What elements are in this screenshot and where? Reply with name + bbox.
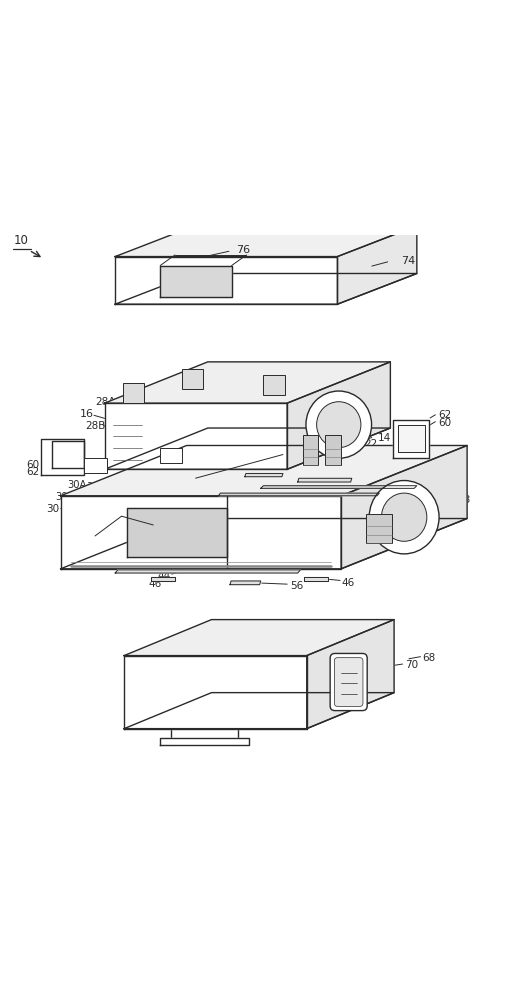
Polygon shape (115, 570, 301, 573)
Text: 68: 68 (422, 653, 436, 663)
Text: 38: 38 (86, 482, 99, 492)
Bar (85, 458, 107, 473)
Polygon shape (61, 445, 467, 496)
Polygon shape (124, 656, 307, 729)
Text: 66: 66 (65, 513, 78, 523)
Ellipse shape (306, 391, 371, 458)
Text: 50: 50 (394, 478, 407, 488)
Bar (303, 435, 318, 465)
Text: 66: 66 (403, 483, 416, 493)
Polygon shape (105, 428, 390, 469)
Polygon shape (393, 420, 429, 458)
Text: 64: 64 (177, 470, 190, 480)
Polygon shape (160, 266, 231, 297)
Text: 38A: 38A (429, 499, 448, 509)
Polygon shape (61, 519, 467, 569)
Text: 24: 24 (370, 426, 383, 436)
Text: 26: 26 (338, 445, 351, 455)
Polygon shape (245, 474, 283, 477)
Bar (123, 383, 144, 403)
Text: 12: 12 (373, 418, 386, 428)
Text: 62: 62 (27, 467, 40, 477)
Polygon shape (124, 620, 394, 656)
Text: 42: 42 (341, 452, 354, 462)
Text: 28B: 28B (86, 421, 106, 431)
Bar (181, 369, 203, 389)
Bar (160, 448, 182, 463)
Text: 60: 60 (438, 418, 451, 428)
Polygon shape (115, 226, 417, 257)
Text: 36: 36 (302, 484, 315, 494)
Text: 34: 34 (111, 476, 124, 486)
Text: 40: 40 (434, 488, 447, 498)
Polygon shape (115, 273, 417, 304)
Text: 36: 36 (62, 499, 74, 509)
Polygon shape (151, 577, 175, 581)
Text: 62: 62 (438, 410, 451, 420)
Text: 70: 70 (405, 660, 418, 670)
Polygon shape (41, 439, 85, 475)
FancyBboxPatch shape (330, 653, 367, 711)
Polygon shape (218, 493, 379, 496)
Text: 28: 28 (201, 381, 215, 391)
Text: 16: 16 (80, 409, 94, 419)
Text: 78: 78 (405, 506, 418, 516)
Bar (326, 435, 341, 465)
Text: 30: 30 (46, 504, 60, 514)
Text: 42: 42 (297, 470, 311, 480)
Text: 46: 46 (342, 578, 355, 588)
Text: 44: 44 (158, 571, 171, 581)
Polygon shape (115, 257, 337, 304)
Text: 30B: 30B (128, 478, 147, 488)
Polygon shape (398, 425, 425, 452)
Text: 76: 76 (236, 245, 250, 255)
Ellipse shape (369, 481, 439, 554)
Text: 56: 56 (290, 581, 303, 591)
Polygon shape (61, 496, 341, 569)
Text: 40: 40 (434, 482, 447, 492)
Ellipse shape (317, 402, 361, 448)
Polygon shape (127, 508, 227, 557)
Ellipse shape (381, 493, 427, 541)
Text: 30A: 30A (55, 492, 74, 502)
Text: 28A: 28A (95, 397, 115, 407)
Polygon shape (298, 478, 352, 482)
Bar (263, 375, 285, 395)
Polygon shape (160, 738, 248, 745)
Polygon shape (230, 581, 261, 585)
Text: 30A: 30A (68, 480, 87, 490)
Polygon shape (52, 441, 84, 468)
Polygon shape (337, 226, 417, 304)
Polygon shape (261, 486, 417, 488)
Text: 32: 32 (222, 475, 236, 485)
Polygon shape (304, 577, 328, 581)
Text: 24A: 24A (122, 470, 143, 480)
Text: 46: 46 (148, 579, 162, 589)
FancyBboxPatch shape (335, 658, 363, 706)
Text: 44A: 44A (405, 514, 424, 524)
Text: 18: 18 (458, 495, 471, 505)
Text: 22: 22 (364, 439, 378, 449)
Text: 28B: 28B (317, 411, 337, 421)
Polygon shape (287, 362, 390, 469)
Text: 60: 60 (27, 460, 40, 470)
Text: 74: 74 (401, 256, 415, 266)
Text: 14: 14 (378, 433, 392, 443)
Polygon shape (124, 693, 394, 729)
Polygon shape (341, 445, 467, 569)
Bar (367, 514, 392, 543)
Polygon shape (307, 620, 394, 729)
Polygon shape (105, 403, 287, 469)
Text: 28A: 28A (344, 390, 365, 400)
Polygon shape (105, 362, 390, 403)
Text: 10: 10 (14, 234, 29, 247)
